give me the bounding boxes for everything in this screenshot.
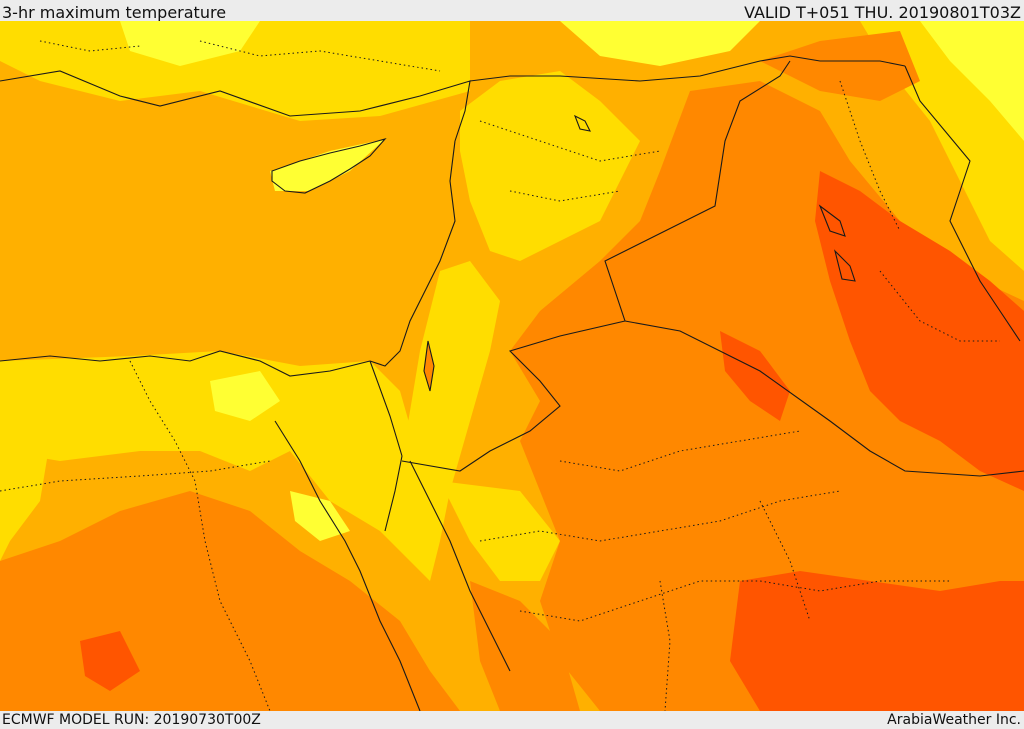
admin-lines bbox=[0, 40, 1000, 711]
header-bar: 3-hr maximum temperature VALID T+051 THU… bbox=[0, 0, 1024, 22]
valid-time-label: VALID T+051 THU. 20190801T03Z bbox=[744, 3, 1021, 22]
map-title: 3-hr maximum temperature bbox=[2, 3, 227, 22]
map-canvas bbox=[0, 21, 1024, 711]
footer-bar: ECMWF MODEL RUN: 20190730T00Z ArabiaWeat… bbox=[0, 711, 1024, 729]
model-run-label: ECMWF MODEL RUN: 20190730T00Z bbox=[2, 712, 261, 728]
temperature-map bbox=[0, 21, 1024, 711]
light-yellow-zones bbox=[120, 21, 1024, 541]
brand-label: ArabiaWeather Inc. bbox=[887, 712, 1021, 728]
dark-orange-zones bbox=[80, 171, 1024, 711]
borders bbox=[0, 55, 1024, 711]
